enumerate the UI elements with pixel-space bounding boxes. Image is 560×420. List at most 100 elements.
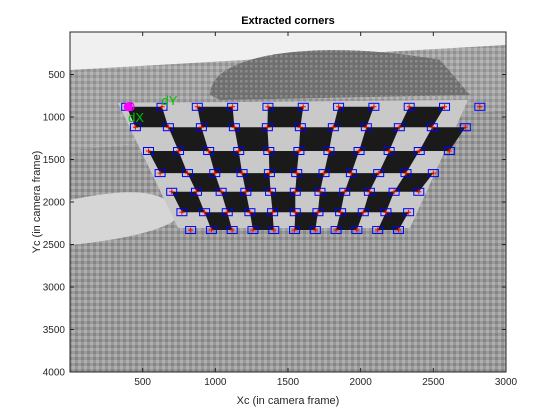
annotation-dy: dY — [162, 93, 178, 108]
corner-cross — [292, 209, 298, 215]
corner-cross — [462, 124, 468, 130]
x-tick-label: 2000 — [350, 377, 373, 388]
corner-cross — [292, 189, 298, 195]
corner-cross — [212, 170, 218, 176]
origin-label: O — [125, 99, 135, 114]
corner-cross — [396, 124, 402, 130]
checker-square — [148, 151, 188, 174]
checkerboard — [126, 106, 466, 231]
checker-square — [242, 173, 271, 192]
corner-box — [289, 187, 301, 196]
checker-square — [294, 212, 318, 231]
corner-box — [166, 187, 178, 196]
corner-cross — [176, 148, 182, 154]
corner-box — [297, 102, 309, 111]
corner-cross — [184, 170, 190, 176]
corner-box — [181, 169, 193, 178]
corner-cross — [477, 104, 483, 110]
corner-cross — [354, 227, 360, 233]
corner-cross — [375, 227, 381, 233]
corner-cross — [250, 227, 256, 233]
checker-square — [317, 191, 345, 213]
y-axis: 500 1000 1500 2000 2500 3000 3500 4000 — [43, 70, 506, 379]
checker-square — [126, 106, 169, 128]
corner-box — [293, 147, 305, 155]
corner-cross — [188, 227, 194, 233]
checker-square — [377, 212, 409, 231]
x-tick-label: 1500 — [277, 377, 300, 388]
camera-image — [70, 32, 506, 372]
corner-box — [262, 102, 274, 111]
corner-cross — [265, 104, 271, 110]
y-tick-label: 3500 — [43, 325, 66, 336]
checker-square — [249, 212, 274, 231]
corner-cross — [430, 170, 436, 176]
corner-box — [247, 226, 259, 235]
corner-markers — [121, 102, 486, 235]
corner-box — [314, 187, 326, 196]
corner-cross — [386, 148, 392, 154]
corner-cross — [159, 104, 165, 110]
corner-box — [327, 123, 339, 132]
corner-box — [227, 102, 239, 111]
corner-cross — [348, 170, 354, 176]
origin-marker — [123, 102, 133, 112]
corner-box — [335, 208, 347, 217]
y-tick-label: 2000 — [43, 198, 66, 209]
corner-box — [474, 102, 486, 111]
corner-cross — [145, 148, 151, 154]
corner-cross — [360, 209, 366, 215]
corner-cross — [416, 189, 422, 195]
corner-box — [240, 187, 252, 196]
corner-box — [357, 208, 369, 217]
corner-box — [129, 123, 141, 132]
corner-box — [244, 208, 256, 217]
corner-cross — [264, 124, 270, 130]
corner-box — [215, 187, 227, 196]
checker-square — [394, 173, 434, 192]
x-tick-label: 2500 — [422, 377, 445, 388]
corner-box — [373, 169, 385, 178]
checker-square — [359, 127, 400, 151]
y-tick-label: 1000 — [43, 113, 66, 124]
y-tick-label: 3000 — [43, 283, 66, 294]
corner-box — [236, 169, 248, 178]
corner-cross — [292, 227, 298, 233]
annotation-dx: dX — [128, 110, 144, 125]
corner-box — [333, 102, 345, 111]
corner-box — [413, 187, 425, 196]
corner-cross — [271, 227, 277, 233]
checker-square — [295, 173, 325, 192]
corner-cross — [395, 227, 401, 233]
corner-box — [263, 169, 275, 178]
corner-cross — [366, 189, 372, 195]
corner-cross — [371, 104, 377, 110]
corner-cross — [338, 209, 344, 215]
corner-cross — [446, 148, 452, 154]
corner-cross — [297, 124, 303, 130]
corner-box — [312, 208, 324, 217]
checker-square — [333, 106, 374, 128]
corner-box — [443, 147, 455, 155]
corner-cross — [376, 170, 382, 176]
corner-box — [330, 226, 342, 235]
corner-cross — [383, 209, 389, 215]
corner-box — [392, 226, 404, 235]
corner-cross — [321, 170, 327, 176]
corner-box — [176, 208, 188, 217]
corner-cross — [342, 189, 348, 195]
corner-cross — [239, 170, 245, 176]
corner-cross — [165, 124, 171, 130]
corner-cross — [336, 104, 342, 110]
corner-cross — [247, 209, 253, 215]
corner-box — [427, 169, 439, 178]
corner-cross — [416, 148, 422, 154]
corner-box — [233, 147, 245, 155]
checker-square — [208, 151, 243, 174]
corner-box — [156, 102, 168, 111]
corner-box — [289, 226, 301, 235]
corner-box — [267, 208, 279, 217]
corner-cross — [330, 124, 336, 130]
corner-cross — [333, 227, 339, 233]
